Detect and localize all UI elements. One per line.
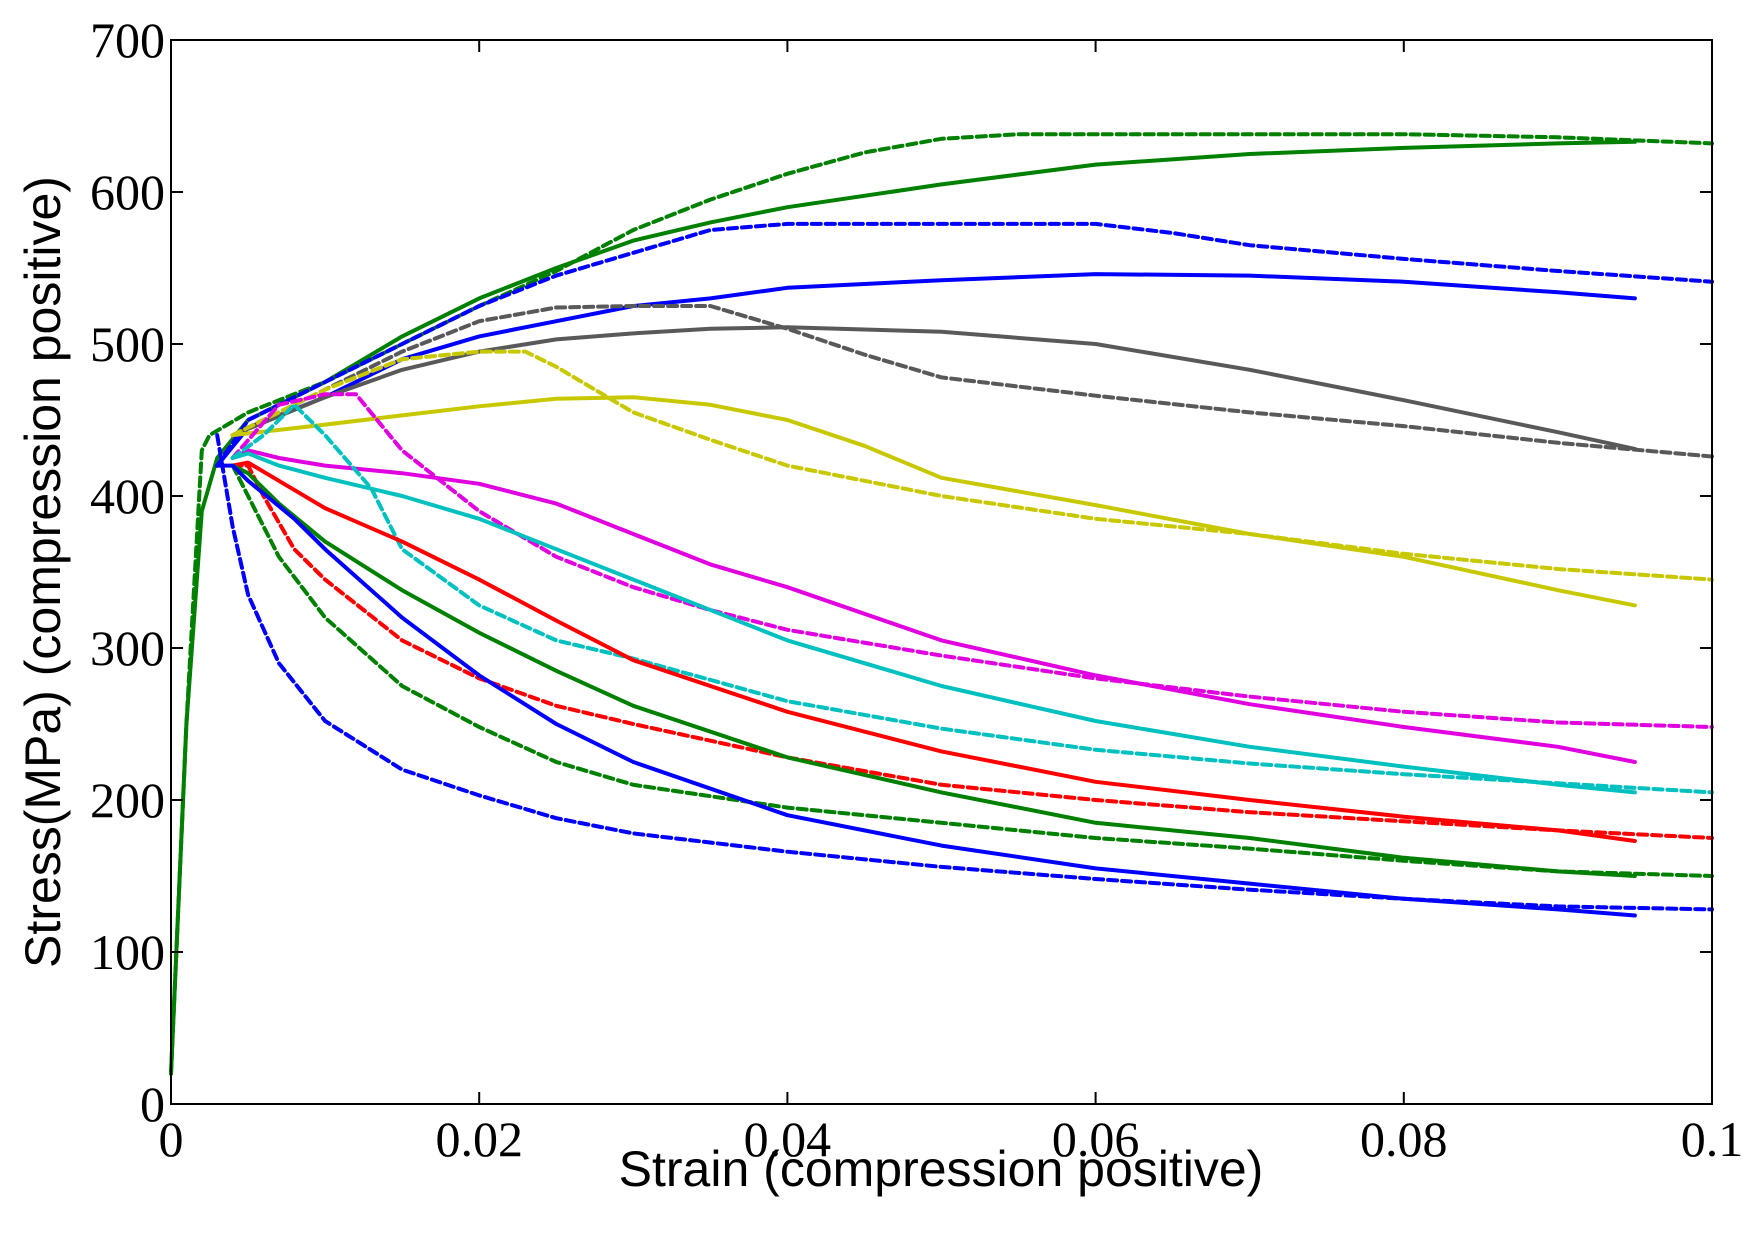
plot-frame <box>170 39 1713 1105</box>
y-tick-label: 0 <box>140 1076 165 1132</box>
y-tick-label: 200 <box>90 772 165 828</box>
series-line-red-solid <box>230 460 1637 843</box>
y-tick-label: 300 <box>90 620 165 676</box>
series-line-green-dash-upper <box>169 132 1714 1076</box>
x-tick-label: 0.06 <box>1052 1111 1140 1167</box>
series-line-blue-solid-lower <box>215 463 1637 918</box>
series-line-green-dash-lower <box>230 463 1714 878</box>
series-line-magenta-dash <box>230 392 1714 729</box>
series-line-cyan-dash <box>230 402 1714 795</box>
series-line-green-solid-upper <box>169 139 1637 1076</box>
y-axis-title: Stress(MPa) (compression positive) <box>15 176 71 968</box>
x-tick-label: 0.08 <box>1360 1111 1448 1167</box>
series-line-blue-solid-upper <box>215 272 1637 468</box>
y-tick-label: 400 <box>90 468 165 524</box>
y-tick-label: 500 <box>90 316 165 372</box>
y-tick-label: 100 <box>90 924 165 980</box>
series-line-blue-dash-upper <box>215 221 1714 468</box>
series-line-magenta-solid <box>230 448 1637 764</box>
y-tick-label: 700 <box>90 12 165 68</box>
x-tick-label: 0.1 <box>1681 1111 1744 1167</box>
series-line-blue-dash-lower <box>215 433 1714 912</box>
y-tick-label: 600 <box>90 164 165 220</box>
series-line-cyan-solid <box>230 451 1637 795</box>
series-line-gray-solid <box>230 325 1637 451</box>
ticks-layer: 0 0.02 0.04 0.06 0.08 0.1 0 100 200 300 400 500 600 7… <box>90 12 1743 1167</box>
series-layer <box>169 132 1714 1076</box>
x-tick-label: 0.02 <box>435 1111 523 1167</box>
x-tick-label: 0 <box>159 1111 184 1167</box>
x-tick-label: 0.04 <box>744 1111 832 1167</box>
series-line-yellow-solid <box>230 395 1637 608</box>
x-axis-title: Strain (compression positive) <box>619 1141 1264 1197</box>
series-line-red-dash <box>230 463 1714 840</box>
